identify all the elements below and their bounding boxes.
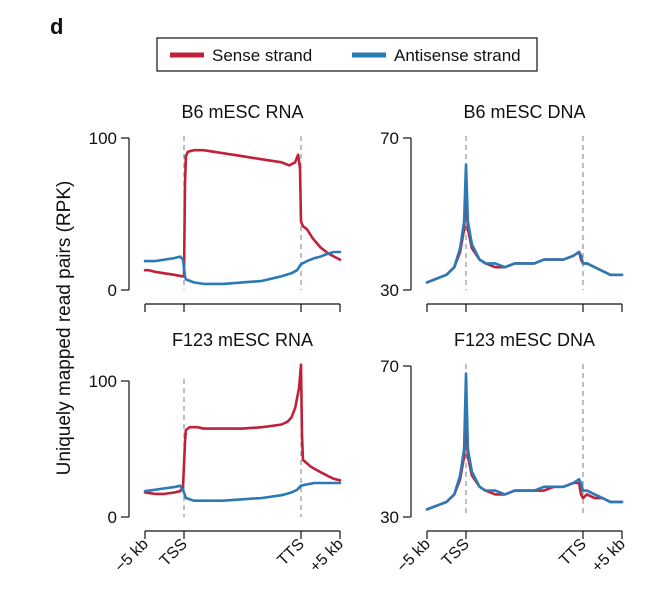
x-tick-label: +5 kb bbox=[307, 536, 347, 576]
series-line-antisense bbox=[143, 250, 342, 286]
panel-title: B6 mESC RNA bbox=[181, 102, 303, 122]
series-line-sense bbox=[425, 417, 624, 511]
series-line-antisense bbox=[425, 372, 624, 511]
panel-title: F123 mESC RNA bbox=[172, 330, 313, 350]
series-line-antisense bbox=[425, 163, 624, 284]
y-tick-label: 70 bbox=[380, 357, 399, 376]
legend-label-sense: Sense strand bbox=[212, 46, 312, 65]
chart-panel-4: F123 mESC DNA 30 70 −5 kb TSS TTS+5 kb bbox=[380, 330, 629, 576]
legend-label-antisense: Antisense strand bbox=[394, 46, 521, 65]
panel-letter: d bbox=[50, 14, 63, 39]
y-tick-label: 0 bbox=[108, 281, 117, 300]
x-tick-label: +5 kb bbox=[589, 536, 629, 576]
y-tick-label: 100 bbox=[89, 372, 117, 391]
x-tick-label: TTS bbox=[274, 536, 307, 569]
x-tick-label: TTS bbox=[556, 536, 589, 569]
y-tick-label: 0 bbox=[108, 508, 117, 527]
chart-panel-3: F123 mESC RNA 0 100 −5 kb TSS TTS+5 kb bbox=[89, 330, 347, 576]
y-tick-label: 30 bbox=[380, 281, 399, 300]
series-line-sense bbox=[143, 363, 342, 496]
x-tick-label: −5 kb bbox=[112, 536, 152, 576]
y-axis-label: Uniquely mapped read pairs (RPK) bbox=[54, 181, 75, 476]
y-tick-label: 100 bbox=[89, 129, 117, 148]
y-tick-label: 70 bbox=[380, 129, 399, 148]
y-tick-label: 30 bbox=[380, 508, 399, 527]
x-tick-label: TSS bbox=[157, 536, 191, 570]
panel-title: B6 mESC DNA bbox=[463, 102, 585, 122]
panel-title: F123 mESC DNA bbox=[454, 330, 595, 350]
legend: Sense strand Antisense strand bbox=[156, 37, 538, 72]
x-tick-label: TSS bbox=[439, 536, 473, 570]
series-line-sense bbox=[143, 148, 342, 278]
chart-panel-1: B6 mESC RNA 0 100 bbox=[89, 102, 342, 312]
series-line-antisense bbox=[143, 481, 342, 502]
series-line-sense bbox=[425, 186, 624, 284]
chart-panel-2: B6 mESC DNA 30 70 bbox=[380, 102, 624, 312]
legend-box bbox=[156, 37, 538, 72]
x-tick-label: −5 kb bbox=[394, 536, 434, 576]
